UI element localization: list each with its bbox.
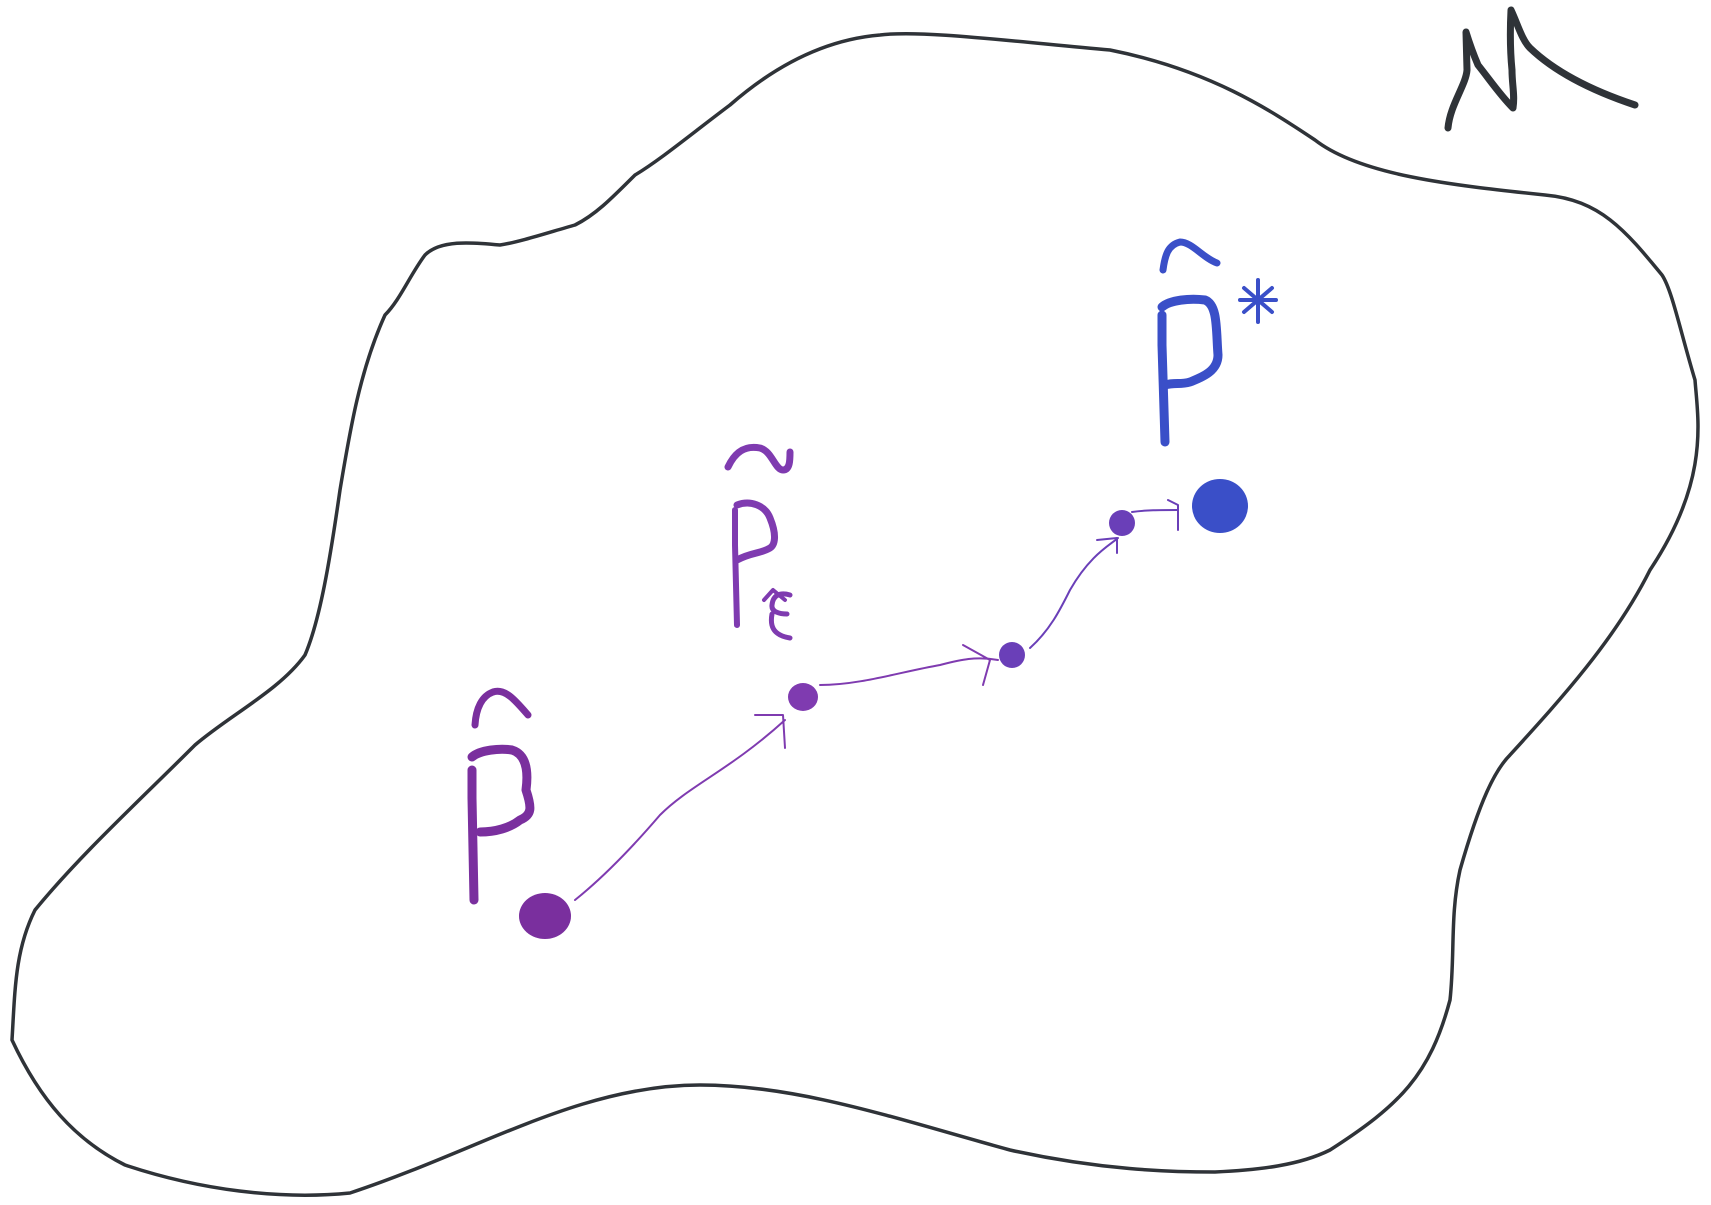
manifold-symbol-glyph <box>1444 6 1639 132</box>
path-segment-2 <box>819 644 999 686</box>
star-symbol <box>1238 278 1278 324</box>
point-p-hat-star <box>1192 479 1248 533</box>
path-segment-3 <box>1029 537 1119 649</box>
manifold-outline <box>10 31 1700 1197</box>
point-p-tilde <box>788 683 818 711</box>
label-p-hat <box>467 687 535 905</box>
point-p-hat <box>519 893 571 939</box>
path-segment-4 <box>1131 499 1179 531</box>
label-p-tilde <box>724 443 794 641</box>
point-step-3 <box>1109 510 1135 536</box>
point-step-2 <box>999 642 1025 668</box>
path-segment-1 <box>574 714 786 901</box>
label-p-hat-star <box>1157 238 1278 447</box>
